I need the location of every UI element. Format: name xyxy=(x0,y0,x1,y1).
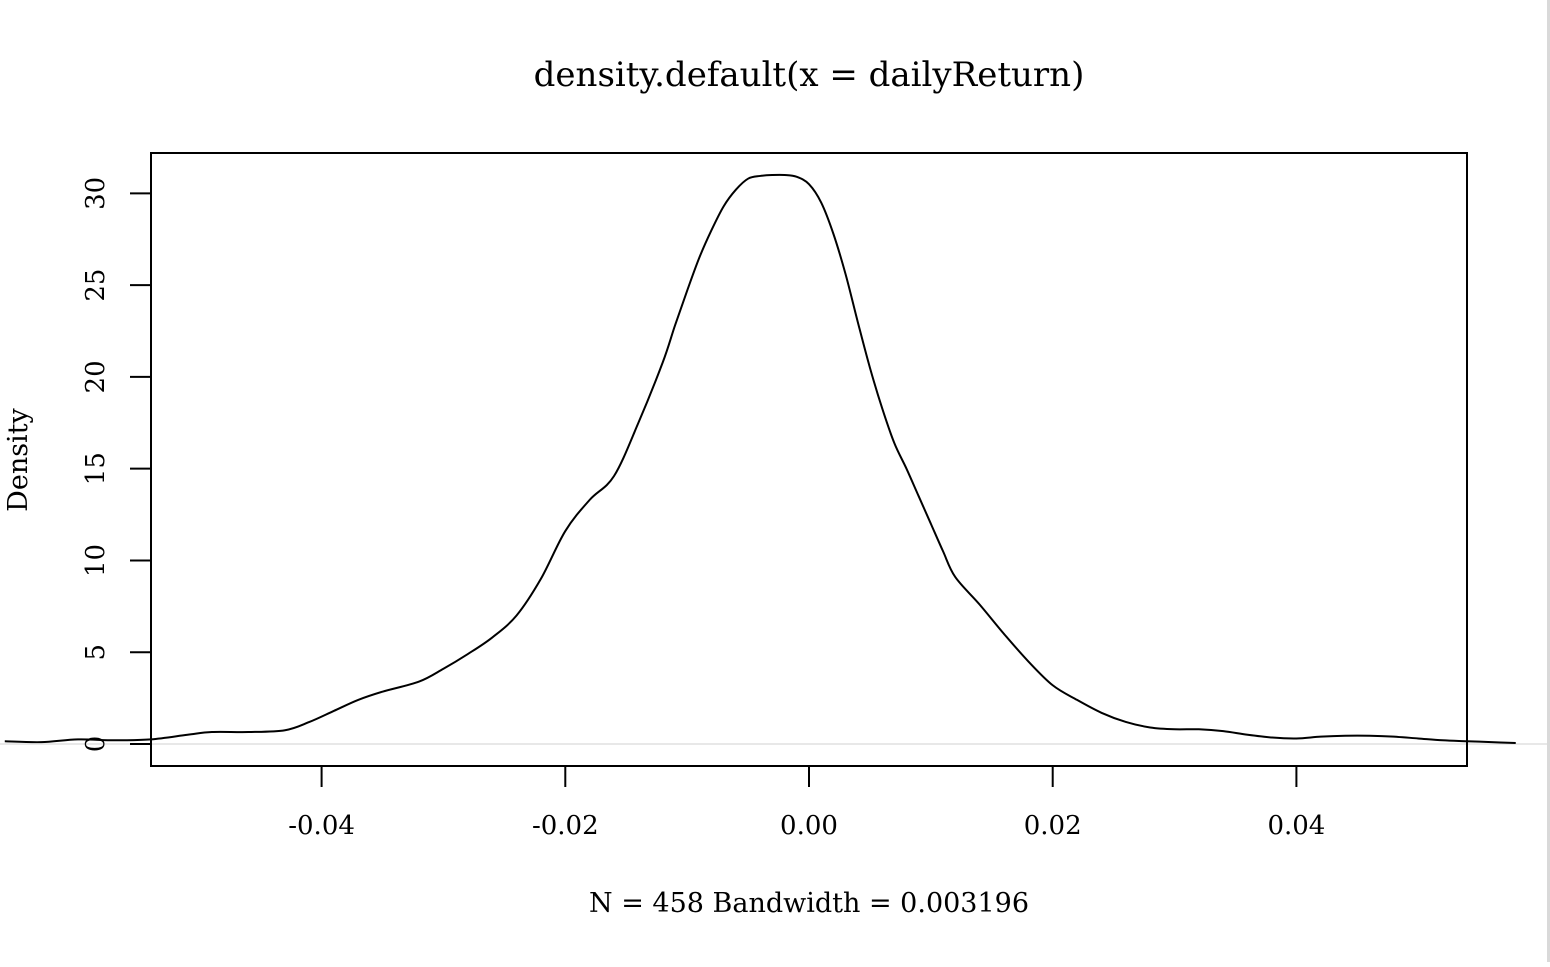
y-tick-label: 10 xyxy=(81,544,111,577)
plot-box xyxy=(150,152,1468,767)
y-tick-label: 15 xyxy=(81,452,111,485)
x-tick-label: 0.00 xyxy=(780,811,838,841)
x-tick-label: -0.02 xyxy=(532,811,599,841)
y-tick-label: 5 xyxy=(81,644,111,661)
x-tick-label: -0.04 xyxy=(288,811,355,841)
chart-title: density.default(x = dailyReturn) xyxy=(534,55,1085,95)
y-axis-label: Density xyxy=(3,407,34,511)
x-axis-label: N = 458 Bandwidth = 0.003196 xyxy=(589,888,1029,919)
y-tick-label: 0 xyxy=(81,736,111,753)
density-curve xyxy=(4,173,1516,745)
window-edge xyxy=(1547,0,1550,962)
y-axis: 0 5 10 15 20 25 30 xyxy=(81,177,151,752)
x-tick-label: 0.04 xyxy=(1267,811,1325,841)
y-tick-label: 20 xyxy=(81,360,111,393)
x-axis: -0.04 -0.02 0.00 0.02 0.04 xyxy=(288,766,1325,841)
x-tick-label: 0.02 xyxy=(1024,811,1082,841)
y-tick-label: 30 xyxy=(81,177,111,210)
y-tick-label: 25 xyxy=(81,269,111,302)
